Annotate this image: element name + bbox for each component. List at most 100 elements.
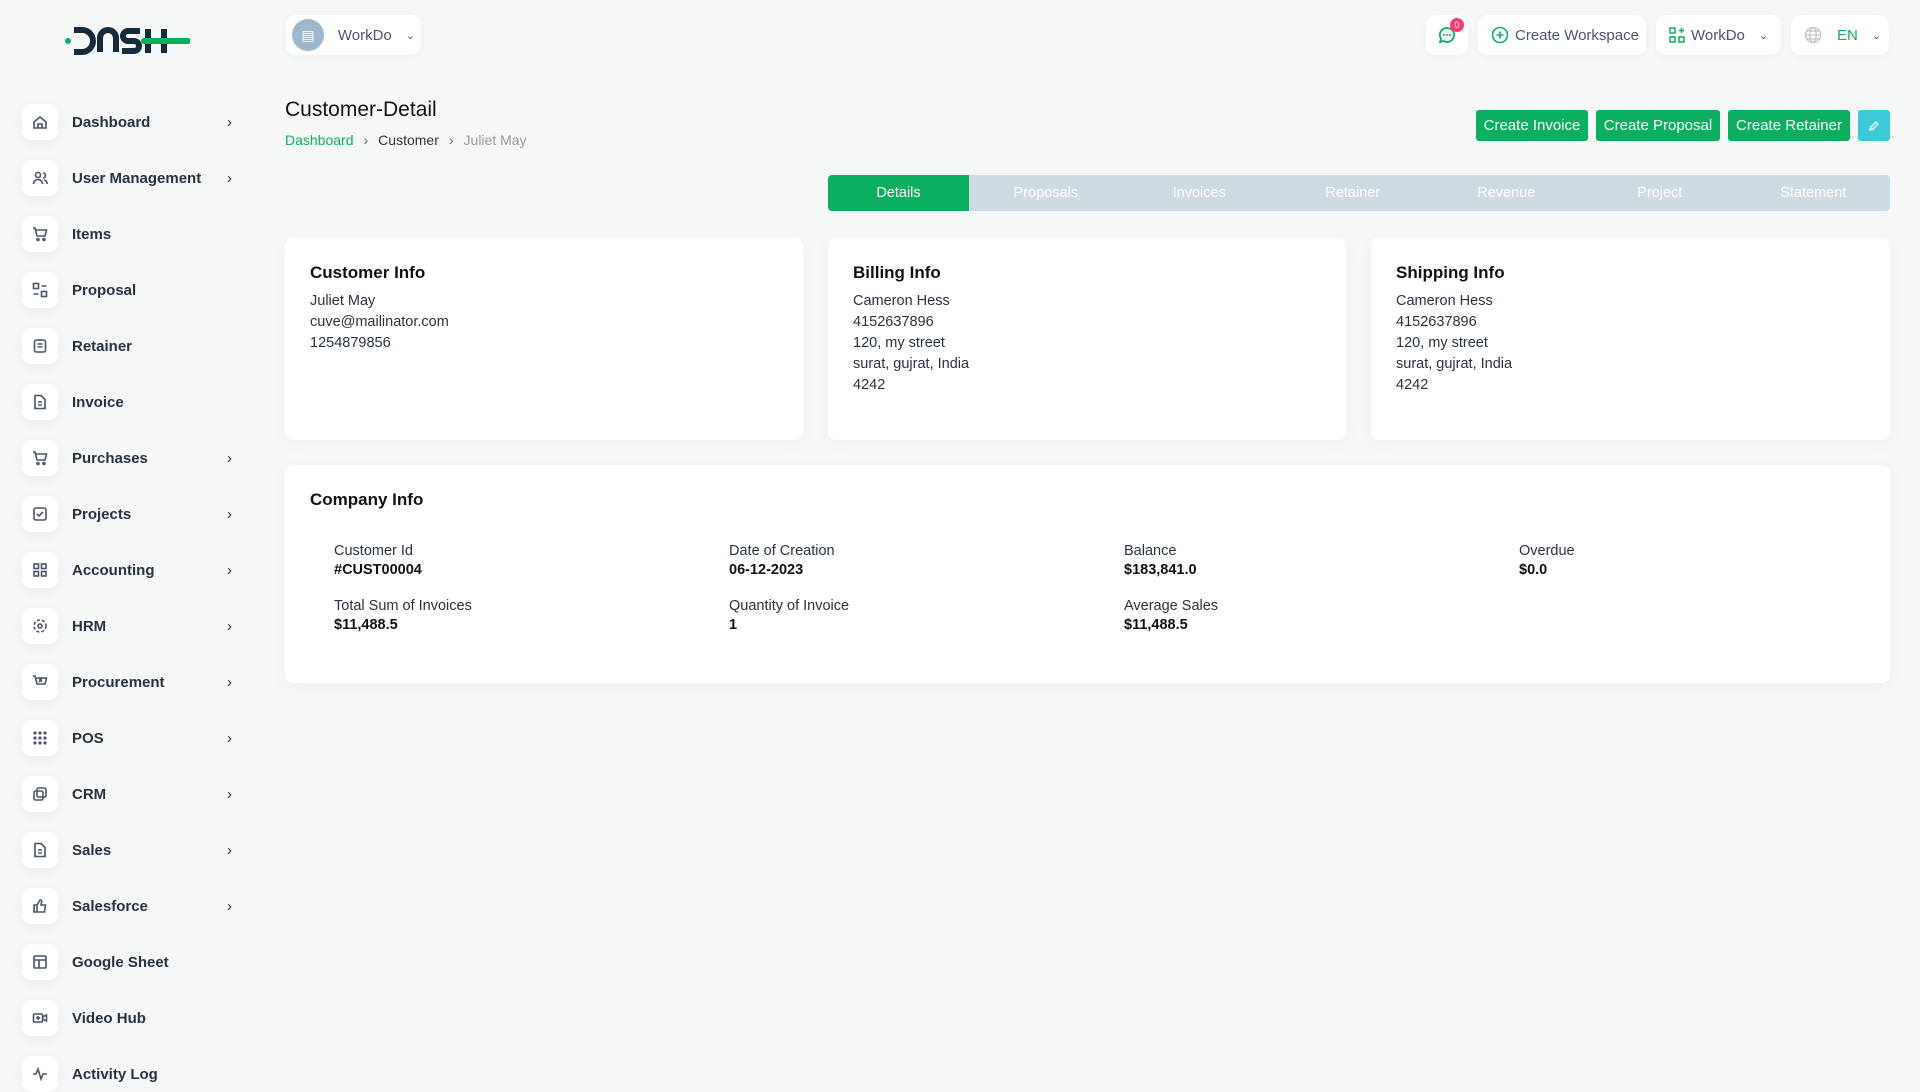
sidebar-item-proposal[interactable]: Proposal bbox=[22, 272, 232, 308]
company-info-card: Company Info Customer Id #CUST00004 Date… bbox=[285, 465, 1890, 683]
crm-icon bbox=[22, 776, 58, 812]
apps-add-icon bbox=[1669, 27, 1685, 43]
proposal-icon bbox=[22, 272, 58, 308]
info-line: 4152637896 bbox=[853, 314, 934, 330]
company-field: Average Sales $11,488.5 bbox=[1124, 598, 1219, 633]
file-icon bbox=[22, 384, 58, 420]
tab-bar: Details Proposals Invoices Retainer Revenue P… bbox=[828, 175, 1890, 211]
language-select[interactable]: EN ⌄ bbox=[1791, 15, 1889, 55]
info-line: 120, my street bbox=[1396, 335, 1488, 351]
chevron-down-icon: ⌄ bbox=[405, 29, 415, 42]
shipping-info-card: Shipping Info Cameron Hess 4152637896 120,… bbox=[1371, 238, 1890, 440]
sidebar-item-hrm[interactable]: HRM › bbox=[22, 608, 232, 644]
pencil-icon bbox=[1868, 120, 1879, 131]
customer-info-card: Customer Info Juliet May cuve@mailinator.… bbox=[285, 238, 803, 440]
sidebar-item-user-management[interactable]: User Management › bbox=[22, 160, 232, 196]
sidebar-item-retainer[interactable]: Retainer bbox=[22, 328, 232, 364]
sidebar-item-pos[interactable]: POS › bbox=[22, 720, 232, 756]
dots-grid-icon bbox=[22, 720, 58, 756]
chevron-right-icon: › bbox=[227, 729, 232, 747]
chevron-right-icon: › bbox=[227, 841, 232, 859]
page-title: Customer-Detail bbox=[285, 98, 437, 121]
hrm-icon bbox=[22, 608, 58, 644]
info-line: 4152637896 bbox=[1396, 314, 1477, 330]
create-invoice-button[interactable]: Create Invoice bbox=[1476, 110, 1588, 141]
sidebar: Dashboard › User Management › Items Prop… bbox=[0, 0, 250, 1092]
video-icon bbox=[22, 1000, 58, 1036]
sidebar-item-google-sheet[interactable]: Google Sheet bbox=[22, 944, 232, 980]
sidebar-item-sales[interactable]: Sales › bbox=[22, 832, 232, 868]
info-line: surat, gujrat, India bbox=[853, 356, 970, 372]
company-field: Date of Creation 06-12-2023 bbox=[729, 543, 835, 578]
sidebar-item-salesforce[interactable]: Salesforce › bbox=[22, 888, 232, 924]
company-field: Quantity of Invoice 1 bbox=[729, 598, 850, 633]
chevron-right-icon: › bbox=[227, 449, 232, 467]
chevron-right-icon: › bbox=[448, 132, 454, 148]
info-line: Juliet May bbox=[310, 293, 376, 309]
info-line: Cameron Hess bbox=[853, 293, 950, 309]
info-line: 1254879856 bbox=[310, 335, 391, 351]
users-icon bbox=[22, 160, 58, 196]
chevron-down-icon: ⌄ bbox=[1758, 29, 1769, 42]
sidebar-item-projects[interactable]: Projects › bbox=[22, 496, 232, 532]
checkbox-icon bbox=[22, 496, 58, 532]
workspace-avatar: ▤ bbox=[292, 19, 324, 51]
tab-invoices[interactable]: Invoices bbox=[1172, 185, 1226, 201]
create-workspace-button[interactable]: Create Workspace bbox=[1478, 15, 1646, 55]
tab-proposals[interactable]: Proposals bbox=[1013, 185, 1078, 201]
breadcrumb-current: Juliet May bbox=[463, 132, 527, 148]
activity-icon bbox=[22, 1056, 58, 1092]
messages-button[interactable]: 0 bbox=[1426, 15, 1468, 55]
table-icon bbox=[22, 944, 58, 980]
thumbs-up-icon bbox=[22, 888, 58, 924]
home-icon bbox=[22, 104, 58, 140]
tab-project[interactable]: Project bbox=[1637, 185, 1683, 201]
dash-logo[interactable] bbox=[64, 26, 190, 56]
company-field: Overdue $0.0 bbox=[1519, 543, 1575, 578]
chevron-right-icon: › bbox=[227, 561, 232, 579]
sidebar-item-invoice[interactable]: Invoice bbox=[22, 384, 232, 420]
edit-button[interactable] bbox=[1858, 110, 1890, 141]
breadcrumb-dashboard[interactable]: Dashboard bbox=[285, 132, 354, 148]
cart-icon bbox=[22, 216, 58, 252]
file-icon bbox=[22, 832, 58, 868]
info-line: 4242 bbox=[1396, 377, 1429, 393]
cart-icon bbox=[22, 440, 58, 476]
chevron-right-icon: › bbox=[227, 617, 232, 635]
sidebar-item-crm[interactable]: CRM › bbox=[22, 776, 232, 812]
chevron-right-icon: › bbox=[227, 897, 232, 915]
procurement-icon bbox=[22, 664, 58, 700]
grid-icon bbox=[22, 552, 58, 588]
create-retainer-button[interactable]: Create Retainer bbox=[1728, 110, 1850, 141]
workspace-select[interactable]: ▤ WorkDo ⌄ bbox=[286, 15, 421, 55]
chevron-right-icon: › bbox=[363, 132, 369, 148]
company-field: Total Sum of Invoices $11,488.5 bbox=[334, 598, 472, 633]
info-line: 4242 bbox=[853, 377, 886, 393]
sidebar-item-accounting[interactable]: Accounting › bbox=[22, 552, 232, 588]
chevron-right-icon: › bbox=[227, 673, 232, 691]
chevron-right-icon: › bbox=[227, 113, 232, 131]
sidebar-item-procurement[interactable]: Procurement › bbox=[22, 664, 232, 700]
sidebar-item-video-hub[interactable]: Video Hub bbox=[22, 1000, 232, 1036]
chevron-right-icon: › bbox=[227, 169, 232, 187]
tab-details[interactable]: Details bbox=[828, 175, 969, 211]
tab-retainer[interactable]: Retainer bbox=[1325, 185, 1381, 201]
sidebar-item-purchases[interactable]: Purchases › bbox=[22, 440, 232, 476]
tab-revenue[interactable]: Revenue bbox=[1477, 185, 1536, 201]
globe-icon bbox=[1804, 26, 1822, 44]
info-line: Cameron Hess bbox=[1396, 293, 1493, 309]
tab-statement[interactable]: Statement bbox=[1780, 185, 1847, 201]
app-select[interactable]: WorkDo ⌄ bbox=[1656, 15, 1781, 55]
sidebar-item-items[interactable]: Items bbox=[22, 216, 232, 252]
chevron-right-icon: › bbox=[227, 505, 232, 523]
info-line: surat, gujrat, India bbox=[1396, 356, 1513, 372]
breadcrumb-customer[interactable]: Customer bbox=[378, 132, 439, 148]
notification-badge: 0 bbox=[1450, 18, 1464, 32]
create-proposal-button[interactable]: Create Proposal bbox=[1596, 110, 1720, 141]
chevron-down-icon: ⌄ bbox=[1871, 29, 1882, 42]
sidebar-item-activity-log[interactable]: Activity Log bbox=[22, 1056, 232, 1092]
sidebar-item-dashboard[interactable]: Dashboard › bbox=[22, 104, 232, 140]
info-line: cuve@mailinator.com bbox=[310, 314, 449, 330]
company-field: Balance $183,841.0 bbox=[1124, 543, 1197, 578]
company-field: Customer Id #CUST00004 bbox=[334, 543, 422, 578]
